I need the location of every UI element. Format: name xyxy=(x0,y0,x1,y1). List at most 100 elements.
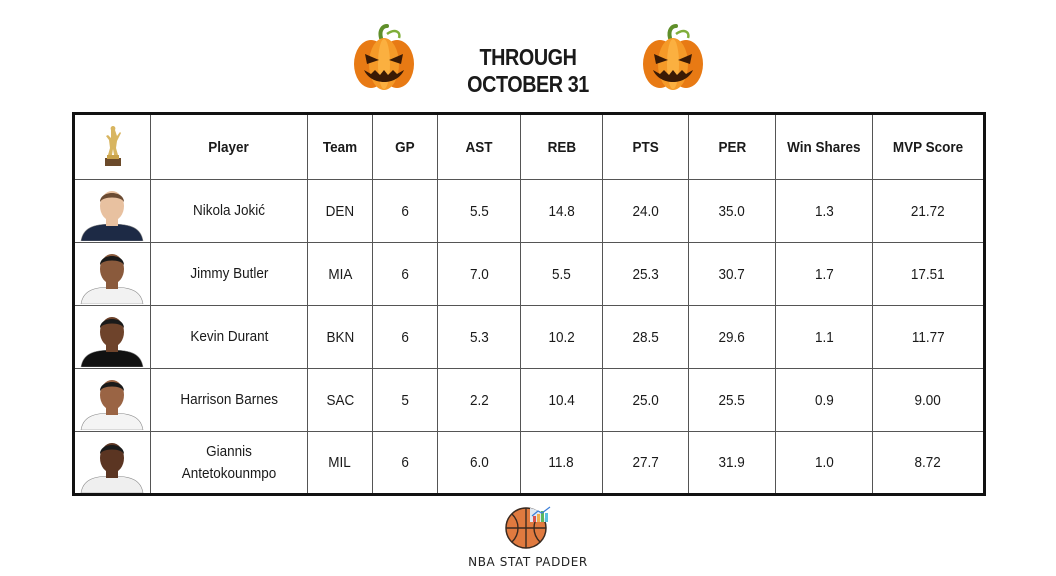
stat-cell-reb: 10.2 xyxy=(520,305,603,369)
stat-cell-ws: 1.3 xyxy=(775,179,873,243)
column-header-reb[interactable]: REB xyxy=(520,113,603,180)
mvp-value: 21.72 xyxy=(911,202,945,220)
reb-value: 10.4 xyxy=(548,391,575,409)
column-header-per[interactable]: PER xyxy=(688,113,776,180)
team-value: SAC xyxy=(326,391,354,409)
per-value: 29.6 xyxy=(718,328,746,346)
team-value: BKN xyxy=(326,328,354,346)
mvp-value: 9.00 xyxy=(914,391,942,409)
stat-cell-pts: 25.0 xyxy=(602,368,689,432)
column-header-player[interactable]: Player xyxy=(150,113,308,180)
table-row[interactable]: Kevin Durant BKN 6 5.3 10.2 28.5 29.6 1.1 11.77 xyxy=(73,305,985,369)
column-header-pts[interactable]: PTS xyxy=(602,113,689,180)
stat-cell-per: 31.9 xyxy=(688,431,776,495)
player-name: Jimmy Butler xyxy=(189,265,269,282)
ast-value: 7.0 xyxy=(469,265,489,283)
header: THROUGH OCTOBER 31 xyxy=(0,24,1056,97)
stat-cell-ast: 5.3 xyxy=(437,305,521,369)
player-headshot xyxy=(80,380,144,430)
stat-cell-ws: 1.0 xyxy=(775,431,873,495)
player-photo-cell xyxy=(73,368,151,432)
mvp-ladder-table: Player Team GP AST REB PTS PER Win Share… xyxy=(72,112,986,496)
gp-value: 6 xyxy=(401,328,409,346)
ast-value: 2.2 xyxy=(469,391,489,409)
stat-cell-reb: 11.8 xyxy=(520,431,603,495)
player-name-cell: Nikola Jokić xyxy=(150,179,308,243)
column-header-mvp-score[interactable]: MVP Score xyxy=(872,113,985,180)
column-header-team[interactable]: Team xyxy=(307,113,373,180)
player-name: Nikola Jokić xyxy=(192,202,266,219)
mvp-value: 8.72 xyxy=(914,454,942,471)
stat-cell-ast: 2.2 xyxy=(437,368,521,432)
stat-cell-team: DEN xyxy=(307,179,373,243)
per-value: 31.9 xyxy=(718,454,746,471)
player-headshot xyxy=(80,443,144,493)
team-value: MIA xyxy=(327,265,352,283)
stat-cell-ast: 5.5 xyxy=(437,179,521,243)
reb-value: 5.5 xyxy=(552,265,571,283)
player-name-cell: Harrison Barnes xyxy=(150,368,308,432)
table-header-row: Player Team GP AST REB PTS PER Win Share… xyxy=(73,113,985,180)
stat-cell-mvp: 21.72 xyxy=(872,179,985,243)
ast-value: 6.0 xyxy=(469,454,489,471)
stat-cell-mvp: 11.77 xyxy=(872,305,985,369)
reb-value: 11.8 xyxy=(548,454,575,471)
stat-cell-per: 25.5 xyxy=(688,368,776,432)
table-row[interactable]: Jimmy Butler MIA 6 7.0 5.5 25.3 30.7 1.7 17.51 xyxy=(73,242,985,306)
stat-cell-mvp: 17.51 xyxy=(872,242,985,306)
table-row[interactable]: Nikola Jokić DEN 6 5.5 14.8 24.0 35.0 1.3 21.72 xyxy=(73,179,985,243)
pts-value: 25.3 xyxy=(632,265,659,283)
stat-cell-pts: 25.3 xyxy=(602,242,689,306)
player-name: Kevin Durant xyxy=(189,328,269,345)
trophy-header-cell xyxy=(73,113,151,180)
ws-value: 1.7 xyxy=(814,265,834,283)
stat-cell-ws: 1.1 xyxy=(775,305,873,369)
ws-value: 1.3 xyxy=(814,202,834,220)
mvp-value: 11.77 xyxy=(911,328,945,346)
stat-cell-ast: 6.0 xyxy=(437,431,521,495)
stat-cell-pts: 28.5 xyxy=(602,305,689,369)
column-header-win-shares[interactable]: Win Shares xyxy=(775,113,873,180)
pts-value: 24.0 xyxy=(632,202,659,220)
player-name-cell: Giannis Antetokounmpo xyxy=(150,431,308,495)
ws-value: 1.0 xyxy=(814,454,834,471)
ast-value: 5.3 xyxy=(469,328,489,346)
pts-value: 28.5 xyxy=(632,328,659,346)
player-headshot xyxy=(80,191,144,241)
stat-cell-gp: 6 xyxy=(372,242,438,306)
stat-cell-reb: 5.5 xyxy=(520,242,603,306)
team-value: MIL xyxy=(328,454,352,471)
column-header-ast[interactable]: AST xyxy=(437,113,521,180)
stat-cell-per: 30.7 xyxy=(688,242,776,306)
stat-cell-mvp: 8.72 xyxy=(872,431,985,495)
stat-cell-per: 29.6 xyxy=(688,305,776,369)
stat-cell-team: MIA xyxy=(307,242,373,306)
player-name-cell: Jimmy Butler xyxy=(150,242,308,306)
ast-value: 5.5 xyxy=(469,202,489,220)
pts-value: 25.0 xyxy=(632,391,659,409)
footer: NBA STAT PADDER xyxy=(0,502,1056,572)
brand-name: NBA STAT PADDER xyxy=(468,555,588,569)
reb-value: 10.2 xyxy=(548,328,575,346)
player-name: Harrison Barnes xyxy=(180,391,278,408)
pts-value: 27.7 xyxy=(632,454,659,471)
stat-cell-team: BKN xyxy=(307,305,373,369)
stat-cell-ws: 0.9 xyxy=(775,368,873,432)
ws-value: 0.9 xyxy=(814,391,834,409)
per-value: 35.0 xyxy=(718,202,746,220)
column-header-gp[interactable]: GP xyxy=(372,113,438,180)
basketball-chart-icon xyxy=(505,506,551,549)
gp-value: 6 xyxy=(401,202,409,220)
player-headshot xyxy=(80,254,144,304)
table-row[interactable]: Harrison Barnes SAC 5 2.2 10.4 25.0 25.5 0.9 9.0… xyxy=(73,368,985,432)
stat-cell-team: SAC xyxy=(307,368,373,432)
player-photo-cell xyxy=(73,305,151,369)
player-photo-cell xyxy=(73,242,151,306)
gp-value: 6 xyxy=(401,265,409,283)
per-value: 25.5 xyxy=(718,391,746,409)
table-row[interactable]: Giannis Antetokounmpo MIL 6 6.0 11.8 27.7 31.9… xyxy=(73,431,985,495)
stat-cell-ast: 7.0 xyxy=(437,242,521,306)
stat-cell-per: 35.0 xyxy=(688,179,776,243)
stat-cell-reb: 14.8 xyxy=(520,179,603,243)
player-photo-cell xyxy=(73,179,151,243)
